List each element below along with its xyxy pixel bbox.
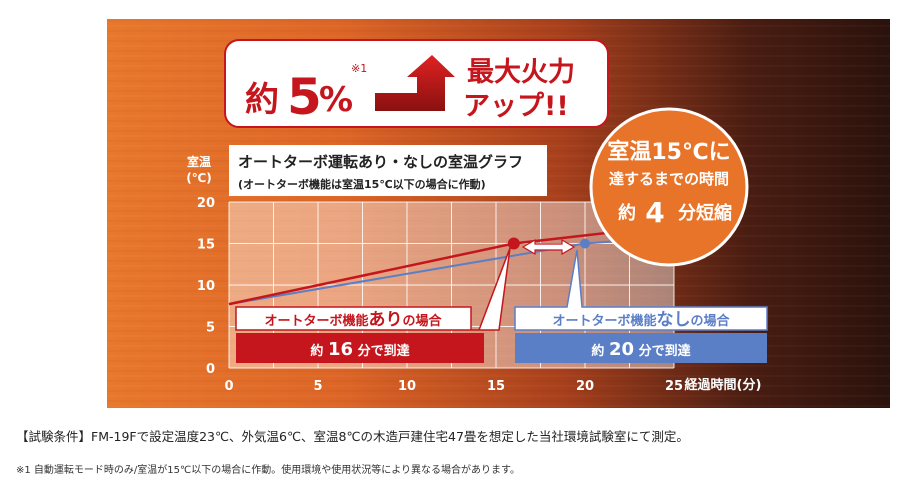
callout-line2: 達するまでの時間: [609, 170, 729, 188]
callout-suffix: 分短縮: [678, 202, 732, 224]
callout-circle: [589, 107, 749, 267]
without-turbo-time-box: [515, 333, 767, 363]
x-tick-label: 5: [313, 379, 322, 394]
without-turbo-label-text: オートターボ機能なしの場合: [552, 310, 730, 330]
x-tick-label: 10: [398, 379, 416, 394]
y-tick-label: 20: [197, 196, 215, 211]
callout-line1: 室温15℃に: [607, 139, 730, 165]
without-turbo-label-box: [514, 249, 768, 331]
y-axis-label-line2: (℃): [186, 171, 212, 185]
chart-title-box: [229, 145, 547, 196]
with-turbo-label: オートターボ機能ありの場合 約 16 分で到達: [235, 247, 511, 363]
banner-value: 5: [287, 68, 322, 126]
x-ticks: 0 5 10 15 20 25: [224, 379, 683, 394]
x-axis-label: 経過時間(分): [685, 377, 762, 393]
banner-unit: %: [319, 80, 353, 120]
x-tick-label: 25: [665, 379, 683, 394]
y-ticks: 0 5 10 15 20: [197, 196, 215, 377]
banner-line1: 最大火力: [467, 57, 575, 88]
banner-line2: アップ!!: [463, 91, 569, 122]
banner-note-mark: ※1: [351, 62, 367, 75]
y-tick-label: 0: [206, 362, 215, 377]
callout-number: 4: [645, 196, 664, 229]
y-tick-label: 15: [197, 238, 215, 253]
room-temperature-chart: 約 5 % ※1 最大火力 アップ!! オートターボ運転あり・なしの室温グラフ …: [107, 19, 890, 408]
without-turbo-label: オートターボ機能なしの場合 約 20 分で到達: [514, 249, 768, 363]
banner-box: [224, 39, 609, 128]
up-arrow-icon: [375, 55, 455, 111]
chart-title: オートターボ運転あり・なしの室温グラフ: [238, 153, 523, 171]
with-turbo-time-text: 約 16 分で到達: [310, 339, 409, 360]
with-turbo-label-box: [235, 247, 511, 331]
with-turbo-time-box: [236, 333, 484, 363]
without-turbo-time-text: 約 20 分で到達: [591, 339, 690, 360]
without-turbo-marker: [580, 238, 590, 249]
chart-panel: 約 5 % ※1 最大火力 アップ!! オートターボ運転あり・なしの室温グラフ …: [107, 19, 890, 408]
with-turbo-marker: [507, 237, 520, 250]
x-tick-label: 20: [576, 379, 594, 394]
banner-prefix: 約: [245, 80, 279, 120]
chart-subtitle: (オートターボ機能は室温15℃以下の場合に作動): [238, 177, 486, 191]
double-arrow-icon: [521, 238, 576, 256]
with-turbo-label-text: オートターボ機能ありの場合: [264, 310, 442, 330]
callout-prefix: 約: [618, 202, 636, 224]
footnote: ※1 自動運転モード時のみ/室温が15℃以下の場合に作動。使用環境や使用状況等に…: [16, 465, 521, 476]
y-tick-label: 5: [206, 321, 215, 336]
y-tick-label: 10: [197, 279, 215, 294]
x-tick-label: 0: [224, 379, 233, 394]
test-conditions: 【試験条件】FM-19Fで設定温度23℃、外気温6℃、室温8℃の木造戸建住宅47…: [16, 429, 689, 444]
y-axis-label-line1: 室温: [187, 154, 211, 169]
x-tick-label: 15: [487, 379, 505, 394]
